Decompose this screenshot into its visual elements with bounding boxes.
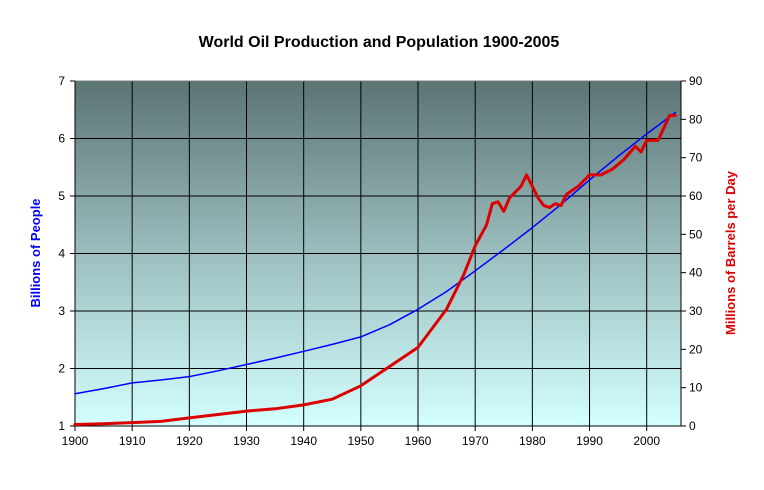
y2-tick-label: 90 <box>689 74 703 88</box>
x-tick-label: 1940 <box>290 434 317 448</box>
labels: World Oil Production and Population 1900… <box>28 34 738 335</box>
y-tick-label: 5 <box>58 189 65 203</box>
y2-tick-label: 50 <box>689 227 703 241</box>
oil-production-line <box>73 114 677 426</box>
x-tick-label: 1980 <box>519 434 546 448</box>
y2-tick-label: 80 <box>689 112 703 126</box>
x-tick-label: 1950 <box>347 434 374 448</box>
y-tick-label: 7 <box>58 74 65 88</box>
y2-tick-label: 0 <box>689 419 696 433</box>
x-tick-label: 1930 <box>233 434 260 448</box>
y2-axis-label: Millions of Barrels per Day <box>723 170 738 335</box>
x-tick-label: 2000 <box>633 434 660 448</box>
y-tick-label: 2 <box>58 362 65 376</box>
y2-tick-label: 70 <box>689 151 703 165</box>
grid <box>75 81 681 426</box>
y-tick-label: 4 <box>58 247 65 261</box>
y2-tick-label: 40 <box>689 266 703 280</box>
axes: 1900 1910 1920 1930 1940 1950 1960 1970 1980 1990… <box>58 74 702 448</box>
y-tick-label: 3 <box>58 304 65 318</box>
x-tick-label: 1990 <box>576 434 603 448</box>
y-tick-label: 1 <box>58 419 65 433</box>
y2-tick-label: 20 <box>689 342 703 356</box>
x-tick-label: 1900 <box>62 434 89 448</box>
y2-tick-label: 60 <box>689 189 703 203</box>
series <box>73 111 677 426</box>
y-axis-label: Billions of People <box>28 198 43 307</box>
x-tick-label: 1910 <box>119 434 146 448</box>
y-tick-label: 6 <box>58 132 65 146</box>
x-tick-label: 1960 <box>405 434 432 448</box>
chart-title: World Oil Production and Population 1900… <box>199 34 560 51</box>
population-line <box>74 111 677 395</box>
x-tick-label: 1920 <box>176 434 203 448</box>
y2-tick-label: 10 <box>689 381 703 395</box>
x-tick-label: 1970 <box>462 434 489 448</box>
y2-tick-label: 30 <box>689 304 703 318</box>
